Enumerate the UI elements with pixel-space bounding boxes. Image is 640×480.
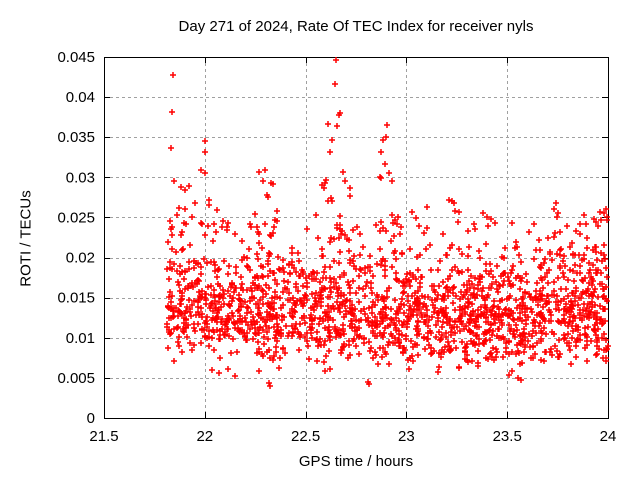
axis-ticks: [104, 57, 609, 419]
y-tick-label: 0.035: [57, 129, 95, 146]
y-tick-label: 0.01: [66, 330, 95, 347]
y-tick-label: 0.02: [66, 250, 95, 267]
y-tick-label: 0.03: [66, 169, 95, 186]
plot-border: [104, 57, 609, 419]
y-tick-label: 0.015: [57, 290, 95, 307]
x-tick-label: 24: [600, 428, 617, 445]
x-tick-label: 22: [196, 428, 213, 445]
x-tick-label: 21.5: [89, 428, 118, 445]
y-tick-label: 0.045: [57, 49, 95, 66]
x-tick-label: 23: [398, 428, 415, 445]
y-axis-label: ROTI / TECUs: [17, 190, 35, 287]
chart-title: Day 271 of 2024, Rate Of TEC Index for r…: [178, 18, 534, 35]
x-axis-label: GPS time / hours: [298, 453, 414, 470]
x-tick-label: 23.5: [493, 428, 522, 445]
y-tick-label: 0.025: [57, 209, 95, 226]
gridlines: [104, 57, 608, 418]
x-tick-label: 22.5: [291, 428, 320, 445]
y-tick-label: 0.005: [57, 370, 95, 387]
scatter-points: [164, 57, 611, 389]
y-tick-label: 0.04: [66, 89, 95, 106]
y-tick-label: 0: [87, 410, 95, 427]
